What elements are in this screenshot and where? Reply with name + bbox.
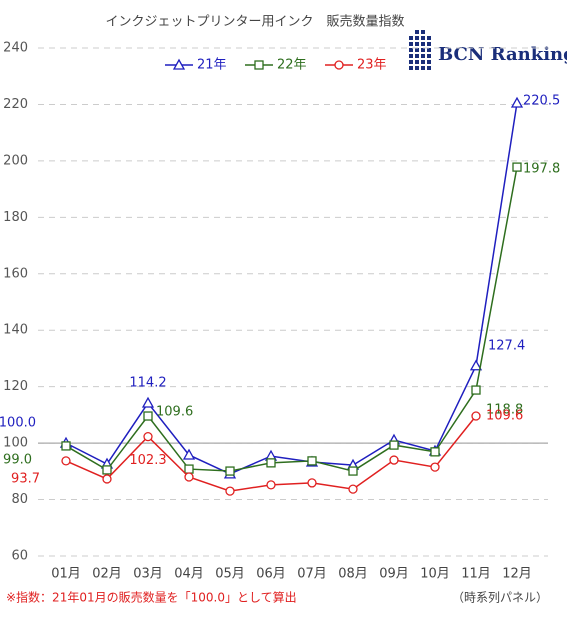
y-tick-label: 140 <box>3 323 28 338</box>
data-point <box>348 484 358 494</box>
legend-label: 21年 <box>197 58 227 73</box>
data-point <box>430 462 440 472</box>
data-point <box>512 162 522 172</box>
data-point <box>430 447 440 457</box>
legend-marker <box>254 60 264 70</box>
data-point <box>307 456 317 466</box>
x-tick-label: 11月 <box>461 567 491 582</box>
data-point <box>143 411 153 421</box>
data-point <box>266 480 276 490</box>
brand-name: BCN Ranking <box>438 44 567 65</box>
data-point <box>225 466 235 476</box>
data-point <box>471 411 481 421</box>
x-tick-label: 07月 <box>297 567 327 582</box>
y-tick-label: 160 <box>3 266 28 281</box>
x-tick-label: 04月 <box>174 567 204 582</box>
data-point <box>141 396 155 408</box>
x-tick-label: 05月 <box>215 567 245 582</box>
data-point <box>184 464 194 474</box>
data-label: 127.4 <box>488 338 525 353</box>
source-note: （時系列パネル） <box>452 591 548 605</box>
data-label: 109.6 <box>486 409 523 424</box>
x-tick-label: 10月 <box>420 567 450 582</box>
data-label: 100.0 <box>0 416 36 431</box>
data-label: 99.0 <box>3 452 32 467</box>
y-tick-label: 120 <box>3 379 28 394</box>
data-point <box>510 96 524 108</box>
x-tick-label: 01月 <box>51 567 81 582</box>
data-point <box>102 474 112 484</box>
x-tick-label: 12月 <box>502 567 532 582</box>
series-line <box>65 102 518 475</box>
y-tick-label: 240 <box>3 41 28 56</box>
data-point <box>469 359 483 371</box>
data-label: 197.8 <box>523 162 560 177</box>
chart-title: インクジェットプリンター用インク 販売数量指数 <box>105 14 404 30</box>
data-label: 102.3 <box>129 453 166 468</box>
y-tick-label: 180 <box>3 210 28 225</box>
data-point <box>182 448 196 460</box>
data-point <box>184 472 194 482</box>
data-label: 114.2 <box>129 376 166 391</box>
footnote: ※指数：21年01月の販売数量を「100.0」として算出 <box>6 590 297 605</box>
data-label: 109.6 <box>156 405 193 420</box>
legend-label: 23年 <box>357 58 387 73</box>
data-point <box>389 440 399 450</box>
y-tick-label: 220 <box>3 97 28 112</box>
x-tick-label: 03月 <box>133 567 163 582</box>
y-tick-label: 80 <box>11 492 28 507</box>
data-label: 220.5 <box>523 94 560 109</box>
data-label: 93.7 <box>11 471 40 486</box>
data-point <box>389 455 399 465</box>
brand-logo <box>409 30 431 70</box>
x-tick-label: 08月 <box>338 567 368 582</box>
data-point <box>348 466 358 476</box>
x-tick-label: 09月 <box>379 567 409 582</box>
data-point <box>471 385 481 395</box>
data-point <box>307 478 317 488</box>
legend-marker <box>172 58 186 70</box>
legend-label: 22年 <box>277 58 307 73</box>
data-point <box>225 486 235 496</box>
x-tick-label: 02月 <box>92 567 122 582</box>
series-line <box>65 166 518 472</box>
y-tick-label: 60 <box>11 549 28 564</box>
y-tick-label: 100 <box>3 436 28 451</box>
data-point <box>61 441 71 451</box>
data-point <box>266 458 276 468</box>
data-point <box>102 465 112 475</box>
data-point <box>61 456 71 466</box>
legend-marker <box>334 60 344 70</box>
x-tick-label: 06月 <box>256 567 286 582</box>
data-label: 118.8 <box>486 403 523 418</box>
data-point <box>143 431 153 442</box>
y-tick-label: 200 <box>3 153 28 168</box>
